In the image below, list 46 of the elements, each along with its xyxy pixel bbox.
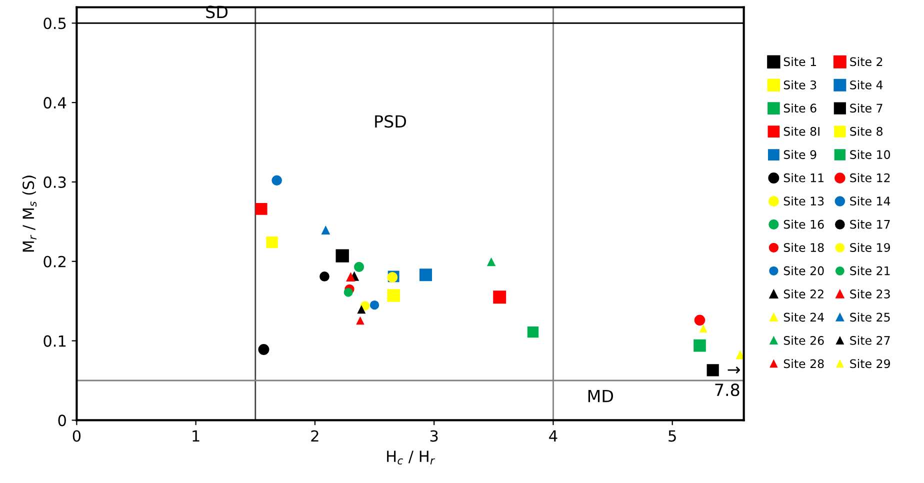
x-tick-label: 2 xyxy=(311,430,318,442)
legend-label: Site 7 xyxy=(850,103,882,113)
legend-label: Site 12 xyxy=(850,173,890,182)
annotation: MD xyxy=(588,390,614,402)
legend-label: Site 4 xyxy=(850,80,883,90)
legend-label: Site 9 xyxy=(784,150,816,160)
x-axis-title: H$_{c}$ / H$_{r}$ xyxy=(387,450,435,465)
legend-label: Site 17 xyxy=(850,220,890,229)
legend-label: Site 27 xyxy=(850,336,890,345)
legend-label: Site 20 xyxy=(784,266,824,276)
x-tick-label: 1 xyxy=(192,430,200,442)
y-tick-label: 0 xyxy=(58,414,66,426)
y-axis-title: M$_{r}$ / M$_{s}$ (S) xyxy=(22,176,37,252)
legend-label: Site 28 xyxy=(784,359,824,368)
legend-label: Site 8I xyxy=(784,126,820,136)
legend-label: Site 22 xyxy=(784,289,824,298)
y-tick-label: 0.2 xyxy=(44,256,66,268)
legend-label: Site 14 xyxy=(850,196,890,206)
legend-label: Site 21 xyxy=(850,266,890,276)
legend-label: Site 10 xyxy=(850,150,890,160)
legend-label: Site 26 xyxy=(784,336,824,345)
y-tick-label: 0.3 xyxy=(44,176,66,188)
legend-label: Site 25 xyxy=(850,312,890,322)
annotation: 7.8 xyxy=(715,384,740,396)
legend-label: Site 11 xyxy=(784,173,824,182)
legend-label: Site 2 xyxy=(850,57,882,66)
y-tick-label: 0.5 xyxy=(44,18,66,30)
legend-label: Site 16 xyxy=(784,220,824,229)
legend-label: Site 13 xyxy=(784,196,824,206)
legend-label: Site 29 xyxy=(850,359,890,368)
x-tick-label: 4 xyxy=(549,430,558,442)
y-tick-label: 0.4 xyxy=(44,97,66,109)
legend-label: Site 6 xyxy=(784,103,816,113)
legend-label: Site 18 xyxy=(784,242,824,252)
legend-label: Site 19 xyxy=(850,242,890,252)
annotation: → xyxy=(728,366,740,374)
y-tick-label: 0.1 xyxy=(44,335,66,347)
legend-label: Site 3 xyxy=(784,80,816,90)
x-tick-label: 0 xyxy=(72,430,81,442)
legend-label: Site 24 xyxy=(784,312,824,322)
annotation: PSD xyxy=(375,115,406,128)
legend-label: Site 8 xyxy=(850,126,882,136)
legend-label: Site 1 xyxy=(784,57,816,66)
legend-label: Site 23 xyxy=(850,289,890,298)
x-tick-label: 5 xyxy=(668,430,676,442)
x-tick-label: 3 xyxy=(430,430,438,442)
